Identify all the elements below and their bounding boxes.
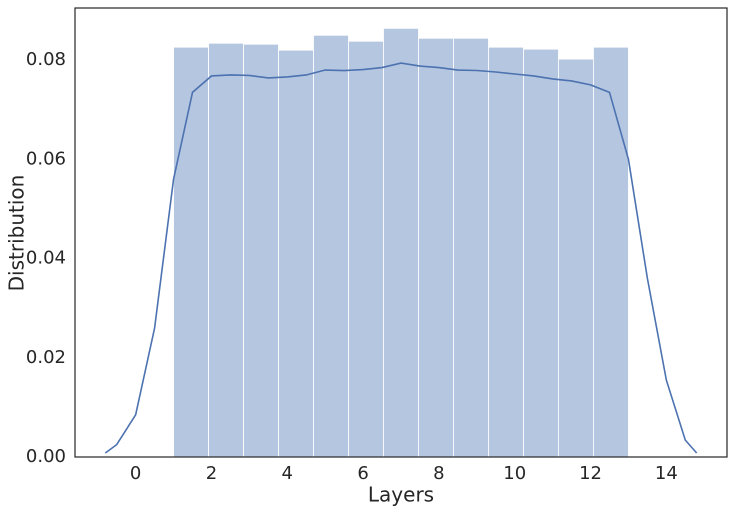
bar xyxy=(453,37,489,458)
bar xyxy=(593,46,629,458)
y-tick-label: 0.02 xyxy=(26,347,66,368)
bar xyxy=(488,46,524,458)
x-tick-label: 12 xyxy=(579,463,602,484)
bar xyxy=(523,48,559,458)
x-tick-label: 14 xyxy=(655,463,678,484)
kde-line xyxy=(104,62,698,454)
y-tick-label: 0.08 xyxy=(26,49,66,70)
bar xyxy=(278,49,314,458)
x-tick-label: 6 xyxy=(357,463,368,484)
bar xyxy=(173,46,209,458)
x-tick-label: 8 xyxy=(433,463,444,484)
bar xyxy=(418,37,454,458)
x-tick-label: 4 xyxy=(282,463,293,484)
bar xyxy=(313,34,349,458)
bar xyxy=(243,43,279,458)
x-tick-label: 2 xyxy=(206,463,217,484)
y-tick-label: 0.04 xyxy=(26,248,66,269)
x-tick-label: 10 xyxy=(503,463,526,484)
x-tick-label: 0 xyxy=(130,463,141,484)
x-axis-label: Layers xyxy=(368,483,434,507)
plot-frame xyxy=(74,7,728,458)
bar xyxy=(558,58,594,458)
bar xyxy=(348,40,384,458)
y-tick-label: 0.00 xyxy=(26,446,66,467)
y-tick-label: 0.06 xyxy=(26,148,66,169)
bar xyxy=(208,42,244,458)
y-axis-label: Distribution xyxy=(5,175,29,292)
bar xyxy=(383,27,419,458)
